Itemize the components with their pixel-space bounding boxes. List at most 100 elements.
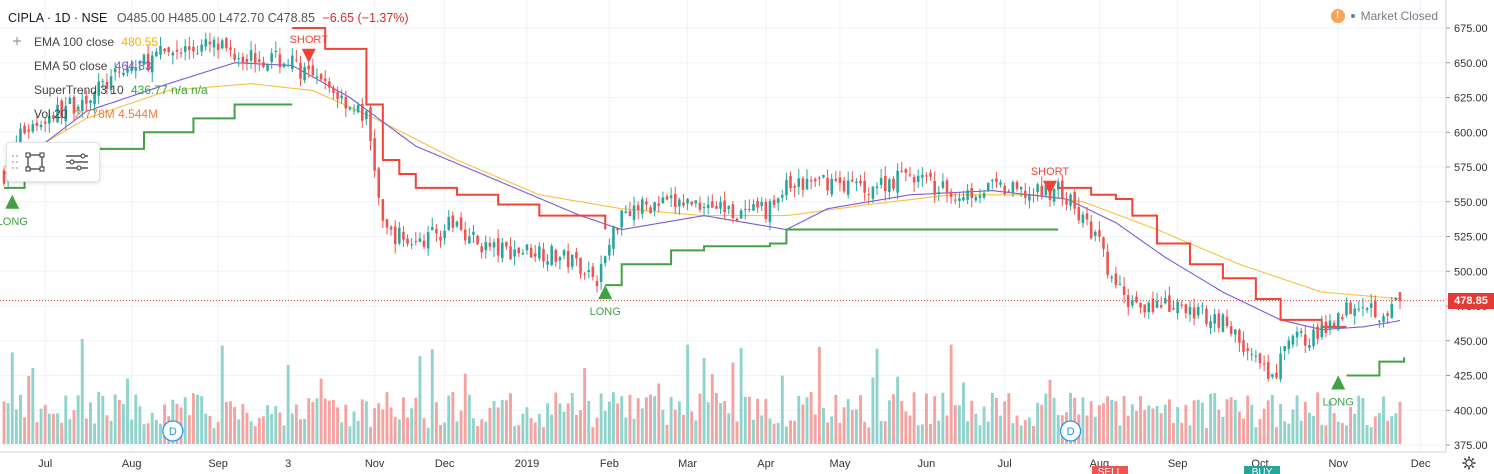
volume-bar <box>97 391 101 444</box>
volume-bar <box>249 421 253 444</box>
candle-body <box>101 81 105 83</box>
drawing-toolbar[interactable] <box>6 142 100 182</box>
candle-body <box>764 201 768 219</box>
candle-body <box>220 40 224 49</box>
candle-body <box>521 252 525 255</box>
candle-body <box>122 72 125 76</box>
volume-bar <box>1291 409 1295 444</box>
candle-body <box>299 63 302 79</box>
candle-body <box>875 186 879 189</box>
candle-body <box>805 178 809 190</box>
more-tools-button[interactable] <box>61 147 93 177</box>
candle-body <box>1036 184 1039 192</box>
volume-bar <box>731 362 735 444</box>
volume-bar <box>953 405 957 444</box>
volume-bar <box>1032 425 1035 444</box>
volume-bar <box>673 409 677 444</box>
volume-bar <box>1135 410 1138 444</box>
volume-bar <box>1048 379 1052 444</box>
volume-bar <box>809 391 813 444</box>
volume-bar <box>19 394 22 444</box>
candle-body <box>216 43 220 51</box>
volume-bar <box>373 408 377 444</box>
candle-body <box>760 201 763 207</box>
volume-bar <box>76 395 80 444</box>
volume-bar <box>994 397 998 444</box>
candle-body <box>60 100 63 119</box>
candle-body <box>916 175 920 182</box>
candle-body <box>258 59 261 62</box>
short-signal-label: SHORT <box>290 34 329 46</box>
supertrend-up-segment <box>1346 357 1406 377</box>
volume-bar <box>1106 396 1110 444</box>
candle-body <box>517 247 521 254</box>
volume-bar <box>1217 409 1221 444</box>
volume-bar <box>472 418 475 444</box>
volume-bar <box>1320 424 1324 444</box>
rectangle-tool-button[interactable] <box>19 147 51 177</box>
candlesticks <box>2 32 1402 383</box>
time-tick-label: Jul <box>998 458 1012 470</box>
candle-body <box>904 169 908 173</box>
volume-bar <box>439 425 442 444</box>
indicator-name: EMA 50 close <box>34 59 108 73</box>
volume-bar <box>64 395 68 444</box>
list-icon <box>66 153 88 171</box>
grip-icon[interactable] <box>11 152 19 172</box>
candle-body <box>682 202 685 206</box>
market-status[interactable]: ! Market Closed <box>1330 9 1438 23</box>
time-tick-label: Dec <box>435 458 455 470</box>
volume-bar <box>1279 404 1283 444</box>
symbol-label[interactable]: CIPLA · 1D · NSE <box>8 11 108 25</box>
candle-body <box>929 172 932 177</box>
candle-body <box>278 54 282 68</box>
candle-body <box>48 115 51 124</box>
candle-body <box>822 174 825 178</box>
volume-bar <box>694 420 698 444</box>
indicator-ema100[interactable]: EMA 100 close 480.55 <box>8 32 409 56</box>
candle-body <box>422 240 426 247</box>
volume-bars <box>2 339 1402 444</box>
volume-bar <box>369 426 372 444</box>
price-axis[interactable]: 675.00 650.00 625.00 600.00 575.00 550.00 525.… <box>1445 0 1494 474</box>
volume-bar <box>805 397 809 444</box>
candle-body <box>632 205 636 220</box>
candle-body <box>669 195 673 199</box>
candle-body <box>863 180 866 193</box>
volume-bar <box>10 352 14 444</box>
candle-body <box>620 210 623 228</box>
indicator-ema50[interactable]: EMA 50 close 464.83 <box>8 56 409 80</box>
volume-bar <box>896 376 900 444</box>
last-price-tag: 478.85 <box>1448 292 1494 309</box>
candle-body <box>179 52 183 54</box>
candle-body <box>1093 231 1097 236</box>
candle-body <box>76 106 80 111</box>
candle-body <box>743 209 747 211</box>
volume-bar <box>1176 407 1180 444</box>
volume-bar <box>813 414 817 444</box>
volume-bar <box>863 421 867 444</box>
volume-bar <box>908 415 912 444</box>
time-axis[interactable]: Jul Aug Sep 3 Nov Dec 2019 Feb Mar Apr May Jun Jul Au… <box>0 451 1446 474</box>
indicator-volume[interactable]: Vol 20 2.778M 4.544M <box>8 104 409 128</box>
order-tag-label: BUY <box>1252 467 1273 474</box>
candle-body <box>912 176 916 183</box>
volume-bar <box>686 344 690 444</box>
candle-body <box>480 246 483 253</box>
candle-body <box>842 180 846 192</box>
settings-gear-icon[interactable] <box>1462 456 1476 470</box>
candle-body <box>1143 304 1146 313</box>
volume-bar <box>278 412 282 444</box>
indicator-supertrend[interactable]: SuperTrend 3 10 436.77 n/a n/a <box>8 80 409 104</box>
volume-bar <box>949 344 953 444</box>
visibility-icon[interactable] <box>12 36 22 46</box>
volume-bar <box>1044 393 1048 444</box>
volume-bar <box>764 398 768 444</box>
candle-body <box>1217 313 1221 328</box>
volume-bar <box>612 392 615 444</box>
volume-bar <box>657 383 661 444</box>
volume-bar <box>636 398 640 444</box>
candle-body <box>336 91 339 99</box>
